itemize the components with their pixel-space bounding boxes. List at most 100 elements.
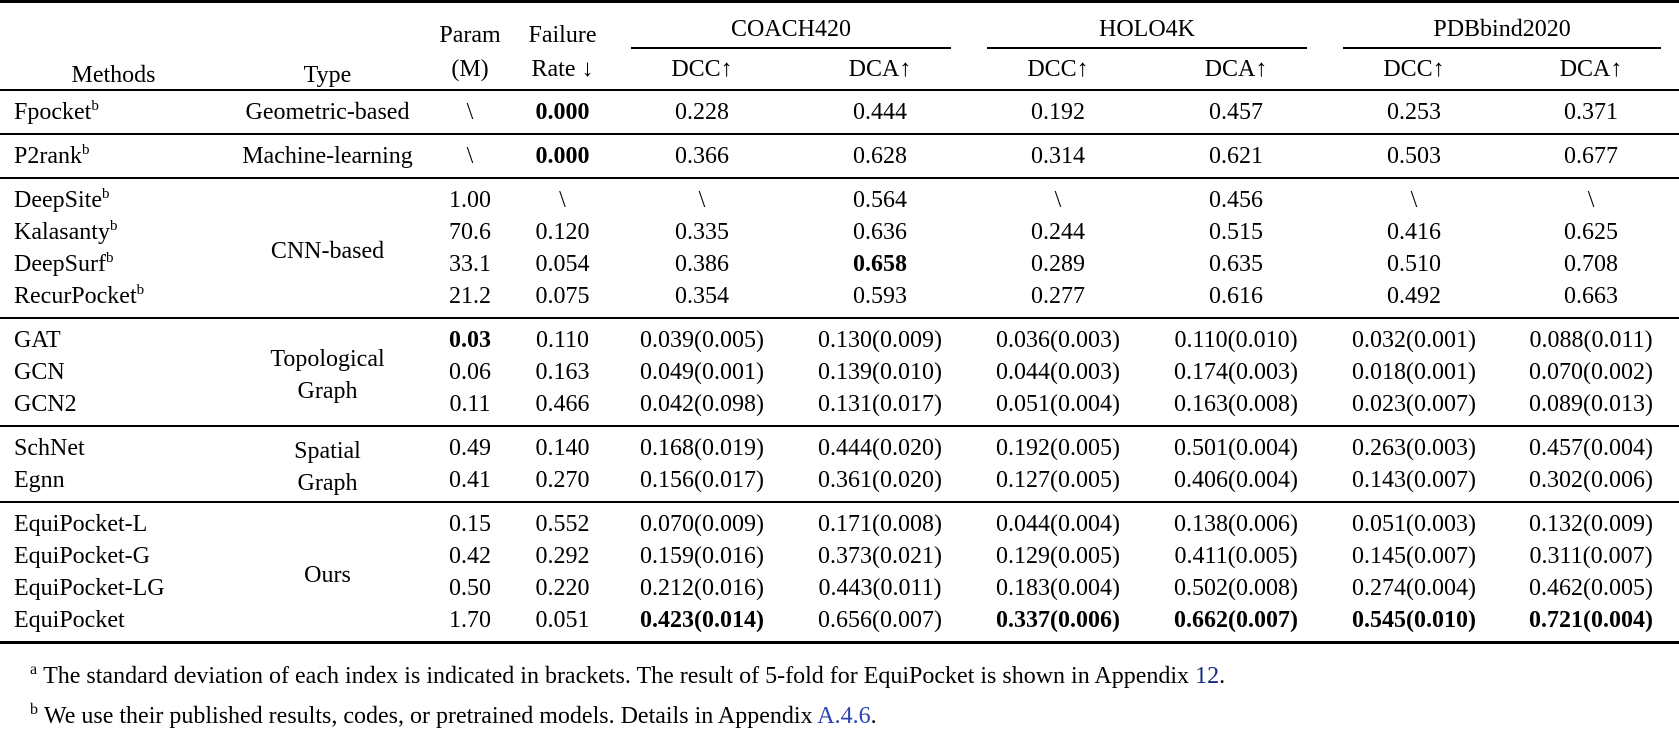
method-cell: DeepSurfb (14, 250, 114, 278)
value-cell: 0.457 (1147, 89, 1326, 134)
value-cell: 0.503 (1325, 133, 1504, 178)
value-cell: 0.314 (969, 133, 1148, 178)
method-superscript: b (109, 218, 118, 234)
value-cell: 0.406(0.004) (1174, 467, 1298, 493)
appendix-link[interactable]: A.4.6 (817, 703, 871, 729)
col-header-dca: DCA↑ (848, 55, 912, 82)
method-cell: RecurPocketb (14, 282, 145, 310)
value-cell: 0.335 (675, 219, 729, 245)
table-row: GAT Topological Graph 0.03 0.110 0.039(0.005)… (0, 317, 1679, 426)
col-header-param: Param (439, 22, 501, 48)
col-header-param-unit: (M) (451, 55, 489, 82)
value-cell: 0.183(0.004) (996, 575, 1120, 601)
method-cell: GCN (14, 359, 65, 385)
value-cell: 0.658 (853, 251, 907, 277)
appendix-link[interactable]: 12 (1195, 663, 1220, 689)
type-cell: Topological Graph (227, 317, 428, 426)
value-cell: 0.03 (428, 317, 512, 356)
method-cell: P2rankb (0, 133, 227, 178)
type-cell: Machine-learning (227, 133, 428, 178)
value-cell: \ (428, 89, 512, 134)
table-row: RecurPocketb 21.2 0.075 0.354 0.593 0.277 0.61… (0, 280, 1679, 318)
value-cell: 0.386 (675, 251, 729, 277)
dataset-header: COACH420 (613, 2, 969, 49)
value-cell: 0.132(0.009) (1503, 501, 1679, 540)
value-cell: 21.2 (449, 283, 491, 309)
value-cell: 0.075 (535, 283, 590, 309)
value-cell: 0.036(0.003) (969, 317, 1148, 356)
value-cell: 0.171(0.008) (791, 501, 970, 540)
footnotes-section: a The standard deviation of each index is… (0, 644, 1679, 736)
value-cell: 0.042(0.098) (640, 391, 764, 417)
col-header-methods: Methods (71, 62, 156, 88)
value-cell: 0.444 (791, 89, 970, 134)
value-cell: 0.051(0.003) (1325, 501, 1504, 540)
value-cell: 0.192(0.005) (969, 425, 1148, 464)
value-cell: 0.663 (1564, 283, 1619, 309)
value-cell: 0.263(0.003) (1325, 425, 1504, 464)
table-row: DeepSiteb CNN-based 1.00 \ \ 0.564 \ 0.456 \ \ (0, 177, 1679, 318)
value-cell: 0.051 (535, 607, 590, 633)
method-cell: EquiPocket (14, 607, 125, 633)
footnote-text-end: . (870, 703, 877, 729)
table-row: EquiPocket-G 0.42 0.292 0.159(0.016) 0.373(0… (0, 540, 1679, 572)
col-header-failure: Failure (528, 22, 597, 48)
col-header-dcc: DCC↑ (1383, 55, 1445, 82)
value-cell: 0.127(0.005) (996, 467, 1120, 493)
method-cell: GAT (0, 317, 227, 356)
value-cell: 0.411(0.005) (1174, 543, 1298, 569)
value-cell: 0.139(0.010) (818, 359, 942, 385)
value-cell: 70.6 (449, 219, 491, 245)
value-cell: 0.456 (1147, 177, 1326, 216)
value-cell: 0.270 (535, 467, 590, 493)
value-cell: 0.593 (853, 283, 907, 309)
dataset-header: PDBbind2020 (1325, 2, 1679, 49)
table-row: P2rankb Machine-learning \ 0.000 0.366 0.628 0… (0, 133, 1679, 178)
table-row: Kalasantyb 70.6 0.120 0.335 0.636 0.244 0.515 0… (0, 216, 1679, 248)
value-cell: 1.00 (428, 177, 512, 216)
value-cell: 0.302(0.006) (1529, 467, 1654, 493)
value-cell: 0.373(0.021) (818, 543, 942, 569)
value-cell: 0.502(0.008) (1174, 575, 1298, 601)
value-cell: 0.018(0.001) (1352, 359, 1476, 385)
footnote-text: The standard deviation of each index is … (43, 663, 1196, 689)
value-cell: 0.110 (512, 317, 613, 356)
value-cell: 0.129(0.005) (996, 543, 1120, 569)
value-cell: 0.039(0.005) (613, 317, 791, 356)
value-cell: 0.50 (449, 575, 491, 601)
value-cell: 0.656(0.007) (818, 607, 942, 633)
dataset-name: PDBbind2020 (1433, 16, 1571, 42)
value-cell: 0.044(0.004) (969, 501, 1148, 540)
value-cell: 0.159(0.016) (640, 543, 764, 569)
value-cell: 0.143(0.007) (1352, 467, 1476, 493)
value-cell: 0.253 (1325, 89, 1504, 134)
method-superscript: b (91, 98, 99, 114)
value-cell: 0.212(0.016) (640, 575, 764, 601)
value-cell: 0.492 (1387, 283, 1442, 309)
value-cell: \ (428, 133, 512, 178)
value-cell: 0.371 (1503, 89, 1679, 134)
value-cell: 0.545(0.010) (1352, 607, 1476, 633)
dataset-name: COACH420 (731, 16, 852, 42)
method-cell: Kalasantyb (14, 218, 118, 246)
method-cell: EquiPocket-G (14, 543, 150, 569)
value-cell: 0.15 (428, 501, 512, 540)
table-row: SchNet Spatial Graph 0.49 0.140 0.168(0.019) 0… (0, 425, 1679, 502)
value-cell: \ (512, 177, 613, 216)
value-cell: 0.361(0.020) (818, 467, 942, 493)
value-cell: 0.032(0.001) (1325, 317, 1504, 356)
col-header-dcc: DCC↑ (1027, 55, 1089, 82)
value-cell: 0.130(0.009) (791, 317, 970, 356)
value-cell: 0.089(0.013) (1529, 391, 1654, 417)
value-cell: 0.023(0.007) (1352, 391, 1476, 417)
col-header-dca: DCA↑ (1204, 55, 1268, 82)
table-row: GCN 0.06 0.163 0.049(0.001) 0.139(0.010) 0.04… (0, 356, 1679, 388)
value-cell: 0.635 (1209, 251, 1264, 277)
value-cell: 0.277 (1031, 283, 1086, 309)
value-cell: 0.628 (791, 133, 970, 178)
value-cell: 0.220 (535, 575, 590, 601)
footnote-marker: a (30, 661, 38, 678)
type-cell: Spatial Graph (227, 425, 428, 502)
table-header: Methods Type Param Failure COACH420 HOLO4K PDB… (0, 2, 1679, 91)
value-cell: 0.552 (512, 501, 613, 540)
